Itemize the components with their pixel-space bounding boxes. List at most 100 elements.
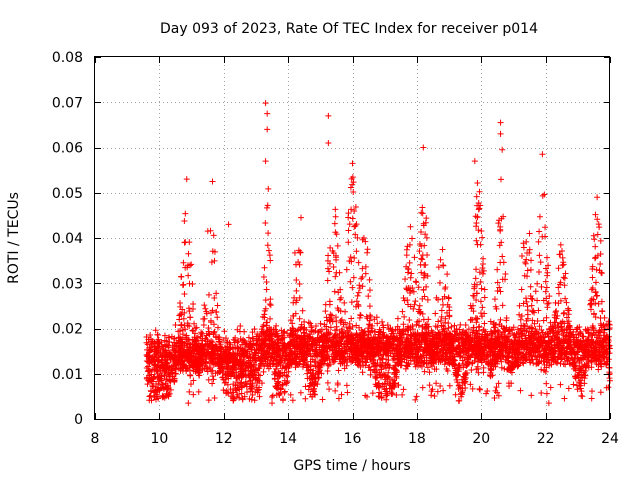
data-point (201, 302, 208, 309)
data-point (267, 296, 274, 303)
data-point (191, 320, 198, 327)
data-point (418, 255, 425, 262)
data-point (420, 316, 427, 323)
data-point (263, 279, 270, 286)
data-point (402, 276, 409, 283)
data-point (555, 290, 562, 297)
data-point (203, 332, 210, 339)
data-point (439, 246, 446, 253)
data-point (366, 276, 373, 283)
data-point (265, 247, 272, 254)
data-point (324, 368, 331, 375)
data-point (366, 287, 373, 294)
data-point (269, 392, 276, 399)
data-point (364, 249, 371, 256)
data-point (332, 314, 339, 321)
data-point (476, 385, 483, 392)
data-point (418, 269, 425, 276)
data-point (437, 256, 444, 263)
data-point (592, 211, 599, 218)
data-point (342, 308, 349, 315)
data-point (373, 314, 380, 321)
data-point (324, 379, 331, 386)
data-point (432, 310, 439, 317)
data-point (349, 181, 356, 188)
data-point (474, 241, 481, 248)
data-point (324, 265, 331, 272)
data-point (468, 366, 475, 373)
data-point (144, 353, 151, 360)
data-point (188, 261, 195, 268)
data-point (472, 275, 479, 282)
data-point (536, 228, 543, 235)
data-point (406, 316, 413, 323)
data-point (595, 221, 602, 228)
data-point (195, 388, 202, 395)
data-point (261, 264, 268, 271)
data-point (411, 254, 418, 261)
data-point (410, 288, 417, 295)
data-point (444, 271, 451, 278)
data-point (363, 359, 370, 366)
data-point (517, 387, 524, 394)
data-point (534, 318, 541, 325)
data-point (281, 389, 288, 396)
data-point (238, 390, 245, 397)
data-point (413, 393, 420, 400)
data-point (409, 326, 416, 333)
data-point (547, 384, 554, 391)
data-point (542, 224, 549, 231)
data-point (263, 286, 270, 293)
data-point (459, 357, 466, 364)
data-point (291, 249, 298, 256)
data-point (516, 311, 523, 318)
data-point (307, 353, 314, 360)
data-point (526, 246, 533, 253)
data-point (535, 238, 542, 245)
data-point (530, 360, 537, 367)
data-point (293, 287, 300, 294)
data-point (543, 314, 550, 321)
data-point (588, 395, 595, 402)
data-point (332, 206, 339, 213)
data-point (538, 283, 545, 290)
data-point (480, 255, 487, 262)
data-point (359, 369, 366, 376)
data-point (462, 321, 469, 328)
data-point (347, 184, 354, 191)
data-point (553, 308, 560, 315)
data-point (237, 322, 244, 329)
data-point (405, 301, 412, 308)
data-point (349, 284, 356, 291)
data-point (362, 270, 369, 277)
data-point (474, 315, 481, 322)
data-point (559, 254, 566, 261)
data-point (472, 315, 479, 322)
data-point (445, 294, 452, 301)
data-points (143, 100, 613, 407)
data-point (179, 282, 186, 289)
data-point (536, 268, 543, 275)
data-point (487, 318, 494, 325)
data-point (214, 314, 221, 321)
data-point (543, 284, 550, 291)
data-point (262, 220, 269, 227)
data-point (474, 180, 481, 187)
data-point (221, 328, 228, 335)
data-point (597, 261, 604, 268)
data-point (214, 302, 221, 309)
chart-title: Day 093 of 2023, Rate Of TEC Index for r… (160, 21, 538, 37)
data-point (335, 367, 342, 374)
data-point (181, 291, 188, 298)
data-point (416, 248, 423, 255)
data-point (403, 246, 410, 253)
data-point (279, 365, 286, 372)
data-point (186, 388, 193, 395)
data-point (181, 218, 188, 225)
data-point (334, 380, 341, 387)
data-point (438, 313, 445, 320)
data-point (202, 305, 209, 312)
data-point (401, 313, 408, 320)
data-point (452, 391, 459, 398)
